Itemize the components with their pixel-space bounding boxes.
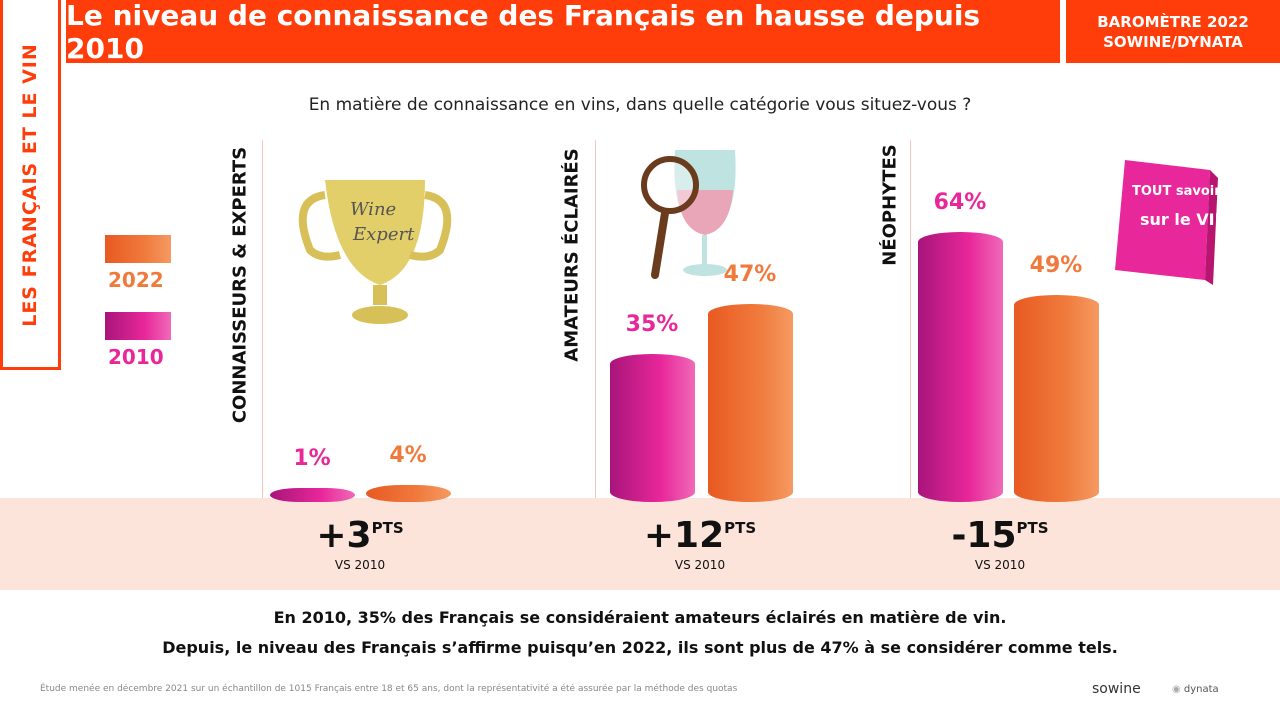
magnifier-glass-illustration	[641, 150, 736, 279]
side-label-box	[0, 0, 61, 370]
delta-note: VS 2010	[334, 558, 386, 572]
delta-band	[0, 498, 1280, 590]
book-illustration: TOUT savoir sur le VIN	[1115, 160, 1220, 285]
delta-value: +3	[316, 515, 372, 556]
bar-2010	[270, 488, 355, 502]
category-label: AMATEURS ÉCLAIRÉS	[561, 148, 583, 362]
value-label-2010: 35%	[625, 312, 679, 338]
footnote: Étude menée en décembre 2021 sur un écha…	[40, 684, 738, 694]
dynata-text: dynata	[1183, 684, 1219, 695]
legend-label-2010: 2010	[108, 345, 164, 369]
dynata-icon: ◉	[1172, 684, 1184, 695]
delta-note: VS 2010	[674, 558, 726, 572]
delta-label: -15PTS VS 2010	[951, 515, 1048, 572]
trophy-text: Wine	[350, 199, 396, 220]
value-label-2022: 49%	[1029, 253, 1083, 279]
value-label-2022: 47%	[723, 261, 777, 287]
trophy-illustration: Wine Expert	[298, 180, 452, 324]
conclusion: En 2010, 35% des Français se considéraie…	[0, 603, 1280, 663]
conclusion-line2: Depuis, le niveau des Français s’affirme…	[162, 638, 1118, 657]
dynata-logo: ◉ dynata	[1172, 684, 1219, 695]
separator	[910, 140, 911, 498]
delta-unit: PTS	[724, 519, 757, 537]
category-label: NÉOPHYTES	[879, 144, 901, 266]
barometer-badge: BAROMÈTRE 2022 SOWINE/DYNATA	[1066, 0, 1280, 63]
badge-line2: SOWINE/DYNATA	[1103, 32, 1243, 51]
value-label-2022: 4%	[389, 443, 427, 469]
legend-swatch-2010	[105, 312, 171, 340]
svg-text:Expert: Expert	[352, 224, 415, 245]
bar-2022	[366, 485, 451, 502]
badge-line1: BAROMÈTRE 2022	[1097, 12, 1249, 31]
delta-unit: PTS	[1016, 519, 1049, 537]
delta-note: VS 2010	[974, 558, 1026, 572]
separator	[595, 140, 596, 498]
delta-label: +3PTS VS 2010	[316, 515, 403, 572]
bar-2022	[708, 303, 793, 502]
delta-label: +12PTS VS 2010	[644, 515, 756, 572]
category-label: CONNAISSEURS & EXPERTS	[229, 146, 251, 424]
bar-2010	[918, 232, 1003, 502]
question: En matière de connaissance en vins, dans…	[308, 95, 972, 115]
conclusion-line1: En 2010, 35% des Français se considéraie…	[273, 608, 1007, 627]
side-label: LES FRANÇAIS ET LE VIN	[19, 43, 41, 327]
value-label-2010: 1%	[293, 446, 331, 471]
page-title: Le niveau de connaissance des Français e…	[66, 0, 1060, 65]
value-label-2010: 64%	[933, 190, 987, 215]
svg-text:sur le VIN: sur le VIN	[1140, 210, 1220, 229]
delta-value: -15	[951, 515, 1017, 556]
delta-unit: PTS	[371, 519, 404, 537]
sowine-logo: sowine	[1092, 681, 1141, 697]
legend-label-2022: 2022	[108, 268, 164, 292]
legend-swatch-2022	[105, 235, 171, 263]
delta-value: +12	[643, 515, 725, 556]
separator	[262, 140, 263, 498]
book-text: TOUT savoir	[1132, 184, 1220, 199]
bar-2010	[610, 354, 695, 502]
bar-2022	[1014, 295, 1099, 502]
